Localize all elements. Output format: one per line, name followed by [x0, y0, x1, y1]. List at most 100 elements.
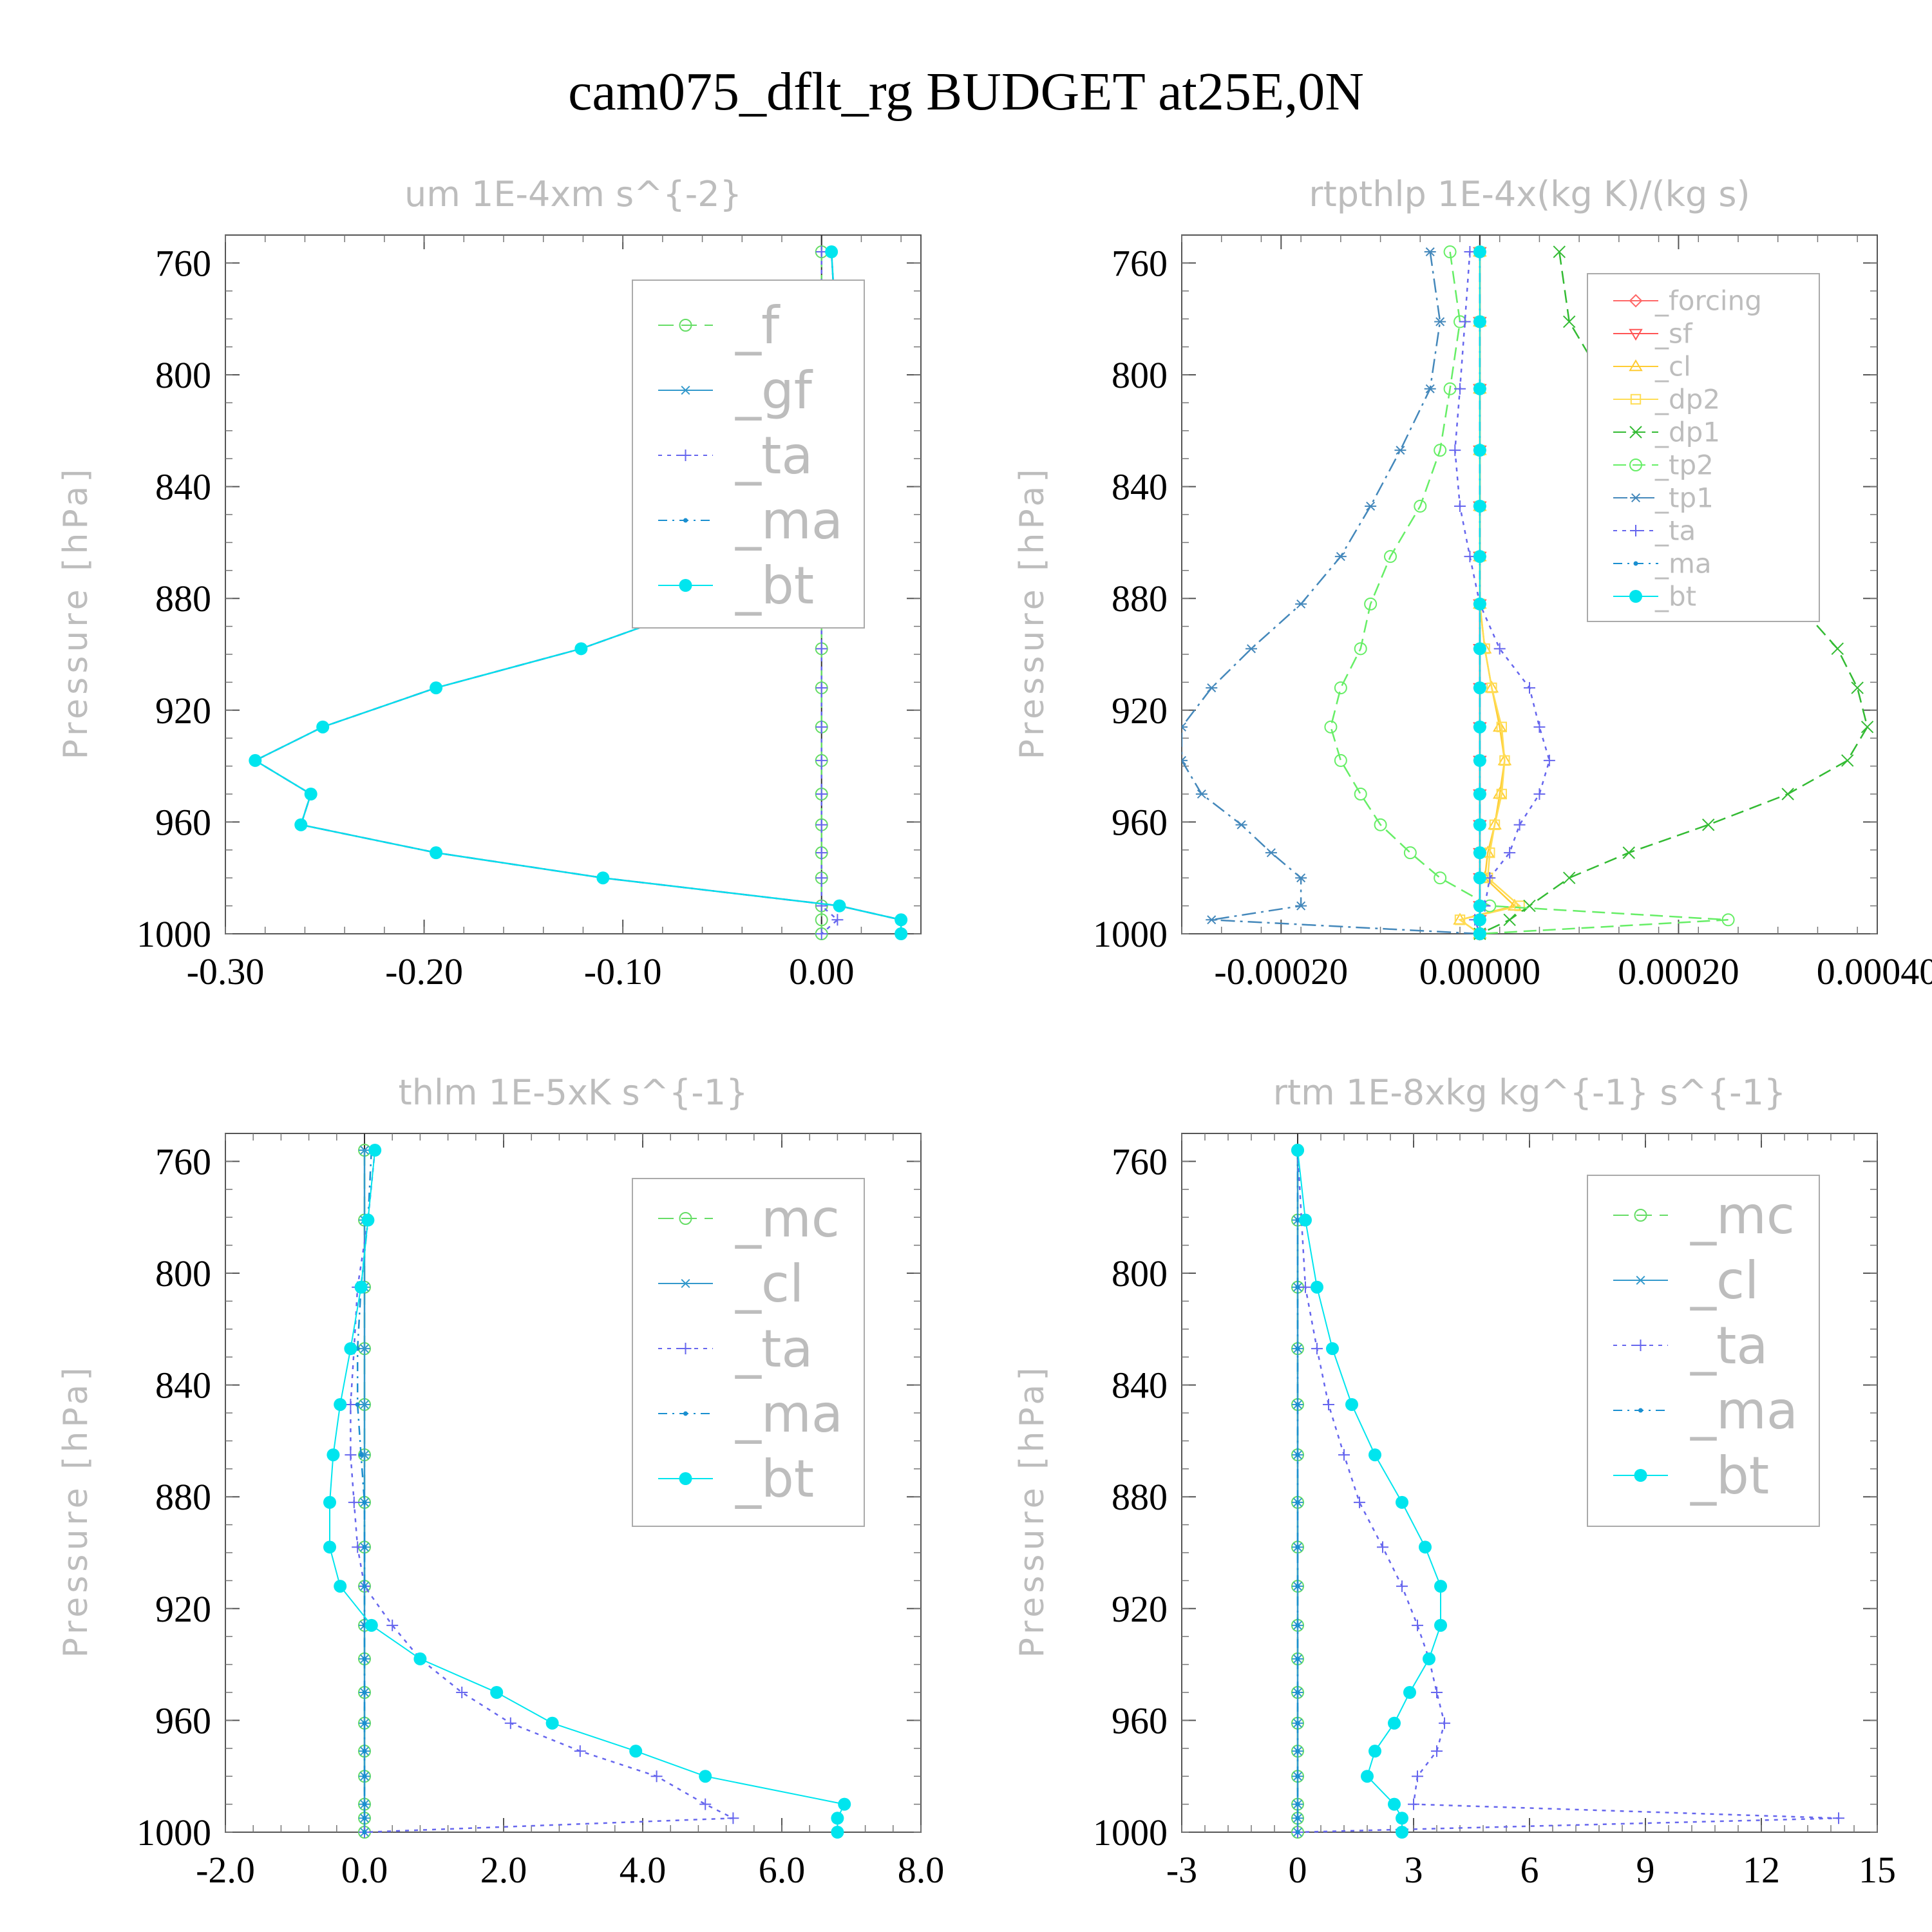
data-point: [1454, 914, 1466, 925]
data-point: [359, 1452, 364, 1457]
legend-marker: [1629, 294, 1643, 308]
data-point: [815, 847, 828, 859]
legend-label: _dp2: [1654, 384, 1720, 415]
data-point: [1295, 1584, 1300, 1589]
panel-title: thlm 1E-5xK s^{-1}: [399, 1072, 748, 1113]
y-tick-label: 760: [155, 242, 211, 284]
data-point: [596, 871, 610, 885]
data-point: [1543, 754, 1555, 766]
data-point: [1245, 644, 1257, 654]
legend-label: _mc: [1690, 1186, 1795, 1245]
data-point: [1354, 1496, 1365, 1508]
legend-marker: [683, 1411, 688, 1416]
data-point: [1206, 683, 1218, 693]
legend-label: _ma: [735, 491, 843, 551]
data-point: [1354, 788, 1367, 800]
data-point: [1311, 1343, 1323, 1355]
legend-marker: [679, 579, 692, 592]
data-point: [1459, 316, 1471, 328]
plot-frame: [225, 234, 922, 934]
x-tick-label: 3: [1405, 1849, 1423, 1891]
series-line: [356, 1150, 373, 1832]
legend-box: [1587, 1175, 1820, 1527]
data-point: [1434, 444, 1447, 457]
data-point: [1473, 753, 1486, 767]
data-point: [1295, 1402, 1300, 1407]
data-point: [413, 1652, 427, 1665]
legend-label: _ta: [1690, 1316, 1768, 1376]
data-point: [815, 721, 828, 733]
data-point: [1861, 721, 1874, 734]
data-point: [362, 1815, 367, 1821]
data-point: [815, 754, 828, 766]
data-point: [815, 872, 828, 884]
data-point: [1295, 1346, 1300, 1351]
data-point: [386, 1619, 399, 1631]
figure-title: cam075_dflt_rg BUDGET at25E,0N: [568, 62, 1364, 122]
data-point: [345, 1449, 357, 1461]
data-point: [1622, 846, 1635, 859]
series-line: [1330, 251, 1728, 935]
x-tick-label: -2.0: [196, 1849, 255, 1891]
data-point: [1295, 1656, 1300, 1662]
legend-label: _ta: [735, 426, 813, 486]
panel-1: um 1E-4xm s^{-2} Pressure [hPa] 760 800 840 8…: [57, 174, 922, 992]
legend-label: _ta: [735, 1319, 813, 1379]
data-point: [1504, 847, 1516, 859]
y-tick-label: 920: [155, 690, 211, 732]
data-point: [1434, 1618, 1447, 1632]
x-tick-label: 0.00020: [1618, 951, 1739, 992]
data-point: [1431, 1687, 1443, 1698]
data-point: [304, 788, 317, 800]
data-point: [1423, 1652, 1435, 1665]
data-point: [1338, 1449, 1350, 1461]
legend-marker: [1630, 493, 1642, 503]
legend-label: _mc: [735, 1189, 840, 1249]
data-point: [1851, 681, 1864, 694]
data-point: [1414, 499, 1427, 513]
x-tick-label: 15: [1859, 1849, 1896, 1891]
data-point: [1374, 818, 1387, 831]
data-point: [456, 1687, 468, 1698]
series-ma: [1295, 1148, 1300, 1835]
legend-label: _ma: [1654, 548, 1712, 580]
data-point: [831, 914, 844, 926]
y-tick-label: 920: [1112, 1588, 1168, 1630]
y-tick-label: 920: [1112, 690, 1168, 732]
data-point: [1473, 818, 1486, 831]
data-point: [1368, 1448, 1381, 1462]
data-point: [1449, 444, 1461, 457]
data-point: [334, 1397, 347, 1411]
data-point: [368, 1144, 382, 1157]
data-point: [831, 1826, 844, 1839]
x-tick-label: 9: [1636, 1849, 1655, 1891]
data-point: [833, 899, 846, 913]
data-point: [1424, 384, 1436, 393]
data-point: [504, 1717, 516, 1729]
x-tick-label: -0.10: [584, 951, 662, 992]
x-tick-label: -3: [1166, 1849, 1197, 1891]
data-point: [545, 1716, 559, 1730]
data-point: [1473, 597, 1486, 611]
legend-marker: [1634, 1209, 1647, 1222]
data-point: [1295, 1721, 1300, 1726]
legend: _mc_cl_ta_ma_bt: [632, 1178, 865, 1527]
y-tick-label: 1000: [137, 1812, 211, 1853]
data-point: [1295, 1285, 1300, 1290]
x-tick-label: -0.30: [187, 951, 265, 992]
x-tick-label: 6: [1520, 1849, 1539, 1891]
x-tick-label: 4.0: [620, 1849, 667, 1891]
panel-title: rtm 1E-8xkg kg^{-1} s^{-1}: [1273, 1072, 1786, 1113]
data-point: [1781, 788, 1794, 800]
data-point: [1195, 789, 1208, 799]
data-point: [359, 1146, 370, 1155]
y-tick-label: 1000: [1093, 1812, 1168, 1853]
data-point: [1553, 245, 1566, 258]
data-point: [1473, 245, 1486, 259]
y-axis-label: Pressure [hPa]: [1013, 1363, 1052, 1658]
data-point: [1473, 871, 1486, 885]
data-point: [1365, 501, 1377, 511]
panel-title: rtpthlp 1E-4x(kg K)/(kg s): [1309, 174, 1750, 214]
data-point: [1424, 247, 1436, 257]
